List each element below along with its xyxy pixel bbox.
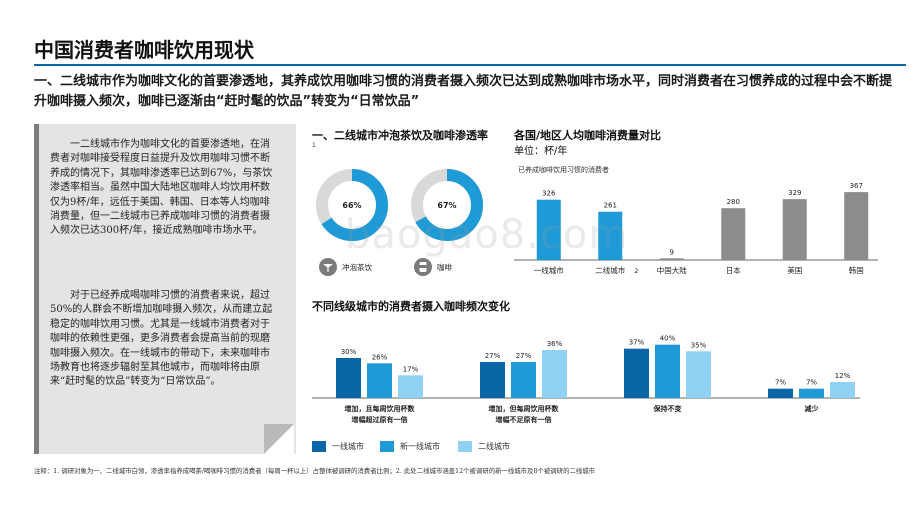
consumption-annotation: 已养成咖啡饮用习惯的消费者: [518, 166, 609, 174]
frequency-bar: [511, 362, 536, 398]
consumption-chart-unit: 单位：杯/年: [514, 146, 568, 157]
consumption-value-label: 326: [542, 190, 556, 198]
donut-item-label: 冲泡茶饮: [342, 262, 372, 272]
legend-item-newtier1: 新一线城市: [380, 441, 440, 452]
note-paragraph-1: 一二线城市作为咖啡文化的首要渗透地，在消费者对咖啡接受程度日益提升及饮用咖啡习惯…: [50, 139, 273, 237]
consumption-category-footnote: 2: [634, 267, 638, 275]
note-paragraph-2: 对于已经养成喝咖啡习惯的消费者来说，超过50%的人群会不断增加咖啡摄入频次，从而…: [50, 290, 273, 388]
frequency-category-label: 增幅不足原有一倍: [496, 415, 552, 424]
note-card-fold: [264, 424, 294, 454]
frequency-value-label: 17%: [403, 365, 419, 373]
frequency-bar: [799, 388, 824, 398]
consumption-value-label: 329: [788, 189, 801, 197]
frequency-chart-title: 不同线级城市的消费者摄入咖啡频次变化: [312, 300, 510, 313]
consumption-value-label: 261: [604, 202, 617, 210]
consumption-category-label: 韩国: [849, 265, 864, 275]
page-title: 中国消费者咖啡饮用现状: [34, 38, 254, 62]
frequency-bar: [398, 375, 423, 398]
consumption-category-label: 一线城市: [534, 265, 564, 275]
frequency-value-label: 35%: [691, 341, 707, 349]
consumption-value-label: 280: [727, 198, 740, 206]
consumption-bar: [844, 192, 869, 260]
frequency-bar: [542, 350, 567, 398]
consumption-bar: [721, 208, 746, 260]
donut-item-label: 咖啡: [437, 262, 452, 272]
frequency-category-label: 增幅超过原有一倍: [352, 415, 408, 424]
frequency-bar: [336, 358, 361, 398]
legend-swatch-newtier1: [380, 441, 394, 452]
frequency-value-label: 7%: [775, 379, 786, 387]
frequency-category-label: 增加，但每周饮用杯数: [489, 404, 560, 413]
donut-arc-0: [316, 169, 388, 241]
consumption-category-label: 美国: [787, 265, 802, 275]
penetration-title-footnote: 1: [312, 142, 316, 149]
consumption-value-label: 367: [850, 182, 863, 190]
consumption-bar: [782, 199, 807, 260]
frequency-bar: [624, 348, 649, 398]
consumption-bar-chart: 326 一线城市 261 二线城市 2 9 中国大陆 280 日本 329 美国 367 韩国: [514, 182, 878, 275]
legend-item-tier2: 二线城市: [458, 441, 510, 452]
frequency-bar: [830, 382, 855, 398]
legend-label-tier1: 一线城市: [332, 442, 364, 451]
frequency-value-label: 37%: [629, 339, 645, 347]
consumption-category-label: 中国大陆: [657, 265, 687, 275]
footnote: 注释：1. 调研对象为一、二线城市白领，渗透率指养成喝茶/喝咖啡习惯的消费者（每…: [34, 467, 596, 475]
penetration-donut-chart: 66% 冲泡茶饮 67% 咖啡: [316, 169, 483, 276]
frequency-value-label: 30%: [341, 348, 357, 356]
frequency-bar: [367, 363, 392, 398]
frequency-bar: [480, 362, 505, 398]
title-rule: [34, 64, 906, 66]
frequency-value-label: 26%: [372, 353, 388, 361]
consumption-category-label: 二线城市: [595, 265, 625, 275]
donut-arc-1: [411, 169, 483, 241]
watermark: baogao8.com: [345, 212, 629, 258]
page-subtitle: 一、二线城市作为咖啡文化的首要渗透地，其养成饮用咖啡习惯的消费者摄入频次已达到成…: [34, 74, 893, 109]
consumption-bar: [536, 199, 561, 260]
frequency-value-label: 40%: [660, 335, 676, 343]
frequency-category-label: 保持不变: [653, 404, 682, 413]
frequency-category-label: 减少: [805, 404, 819, 413]
frequency-value-label: 27%: [485, 352, 501, 360]
donut-value-label: 67%: [437, 201, 456, 210]
frequency-category-label: 增加，且每周饮用杯数: [345, 404, 416, 413]
consumption-bar: [598, 211, 623, 260]
donut-value-label: 66%: [342, 201, 361, 210]
legend-swatch-tier2: [458, 441, 472, 452]
frequency-value-label: 27%: [516, 352, 532, 360]
legend-label-tier2: 二线城市: [478, 442, 510, 451]
frequency-value-label: 12%: [835, 372, 851, 380]
consumption-category-label: 日本: [726, 265, 741, 275]
frequency-bar: [686, 351, 711, 398]
consumption-chart-title: 各国/地区人均咖啡消费量对比 单位：杯/年: [514, 129, 662, 157]
note-card: [34, 124, 296, 454]
legend-item-tier1: 一线城市: [312, 441, 364, 452]
penetration-chart-title: 一、二线城市冲泡茶饮及咖啡渗透率: [312, 129, 488, 142]
frequency-value-label: 7%: [806, 379, 817, 387]
frequency-bar: [655, 344, 680, 398]
consumption-value-label: 9: [670, 248, 674, 256]
legend-label-newtier1: 新一线城市: [400, 442, 440, 451]
legend-swatch-tier1: [312, 441, 326, 452]
frequency-bar: [768, 388, 793, 398]
consumption-bar: [659, 258, 684, 260]
frequency-value-label: 36%: [547, 340, 563, 348]
